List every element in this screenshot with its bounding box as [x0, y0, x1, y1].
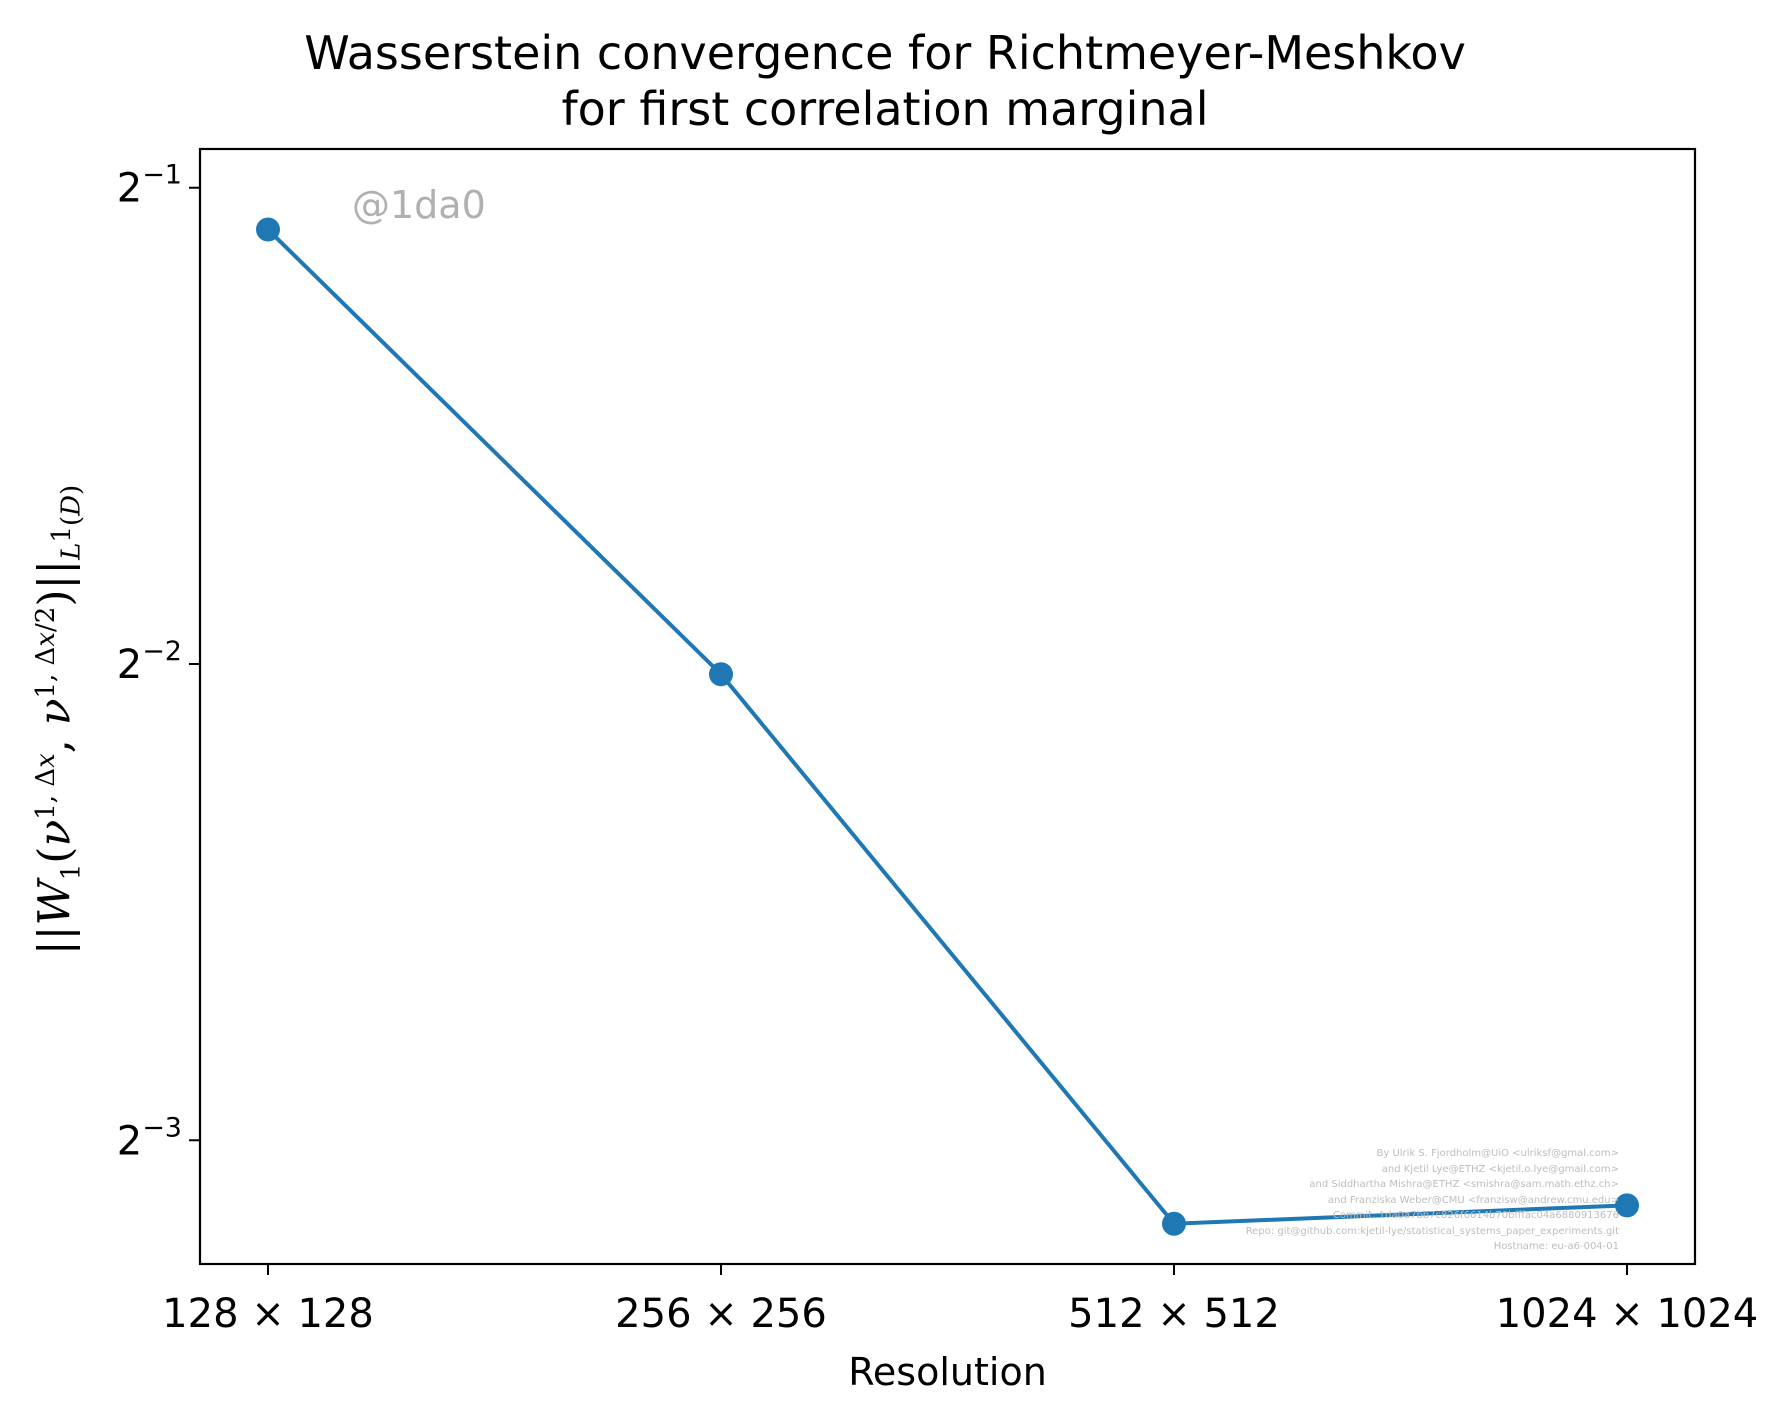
credits-line: Repo: git@github.com:kjetil-lye/statisti…: [1245, 1225, 1619, 1237]
y-axis-label: ||W1(ν1, Δx, ν1, Δx/2)||L1(D): [29, 484, 87, 956]
credits-line: By Ulrik S. Fjordholm@UiO <ulriksf@gmal.…: [1376, 1148, 1620, 1159]
credits-block: By Ulrik S. Fjordholm@UiO <ulriksf@gmal.…: [1246, 1146, 1619, 1255]
chart-title-line-2: for first correlation marginal: [561, 82, 1209, 136]
credits-line: and Franziska Weber@CMU <franzisw@andrew…: [1327, 1194, 1619, 1206]
data-point: [1162, 1211, 1186, 1236]
credits-line: and Kjetil Lye@ETHZ <kjetil.o.lye@gmail.…: [1381, 1163, 1619, 1175]
data-point: [256, 217, 280, 242]
y-tick-label: 2−2: [117, 636, 182, 688]
x-axis-label: Resolution: [848, 1350, 1047, 1394]
watermark-text: @1da0: [352, 183, 486, 227]
x-tick-label: 1024 × 1024: [1496, 1291, 1759, 1337]
x-tick-label: 512 × 512: [1068, 1291, 1280, 1337]
x-tick-label: 128 × 128: [162, 1291, 374, 1337]
y-tick-label: 2−3: [117, 1112, 182, 1164]
y-tick-label: 2−1: [117, 160, 182, 212]
data-point: [709, 662, 733, 687]
series-line: [266, 228, 1628, 1226]
credits-line: and Siddhartha Mishra@ETHZ <smishra@sam.…: [1309, 1179, 1619, 1190]
chart-title-line-1: Wasserstein convergence for Richtmeyer-M…: [304, 26, 1466, 80]
credits-line: Commit: 1da0a7bb7c826f6614b70bfffac04a68…: [1332, 1210, 1619, 1221]
x-tick-label: 256 × 256: [615, 1291, 827, 1337]
plot-frame: [198, 147, 1697, 1266]
credits-line: Hostname: eu-a6-004-01: [1493, 1241, 1619, 1252]
data-point: [1615, 1193, 1639, 1218]
